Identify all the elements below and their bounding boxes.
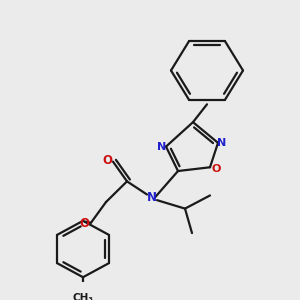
Text: O: O (211, 164, 221, 174)
Text: N: N (147, 191, 157, 204)
Text: N: N (218, 138, 226, 148)
Text: CH₃: CH₃ (73, 293, 94, 300)
Text: O: O (79, 217, 89, 230)
Text: O: O (102, 154, 112, 167)
Text: N: N (158, 142, 166, 152)
